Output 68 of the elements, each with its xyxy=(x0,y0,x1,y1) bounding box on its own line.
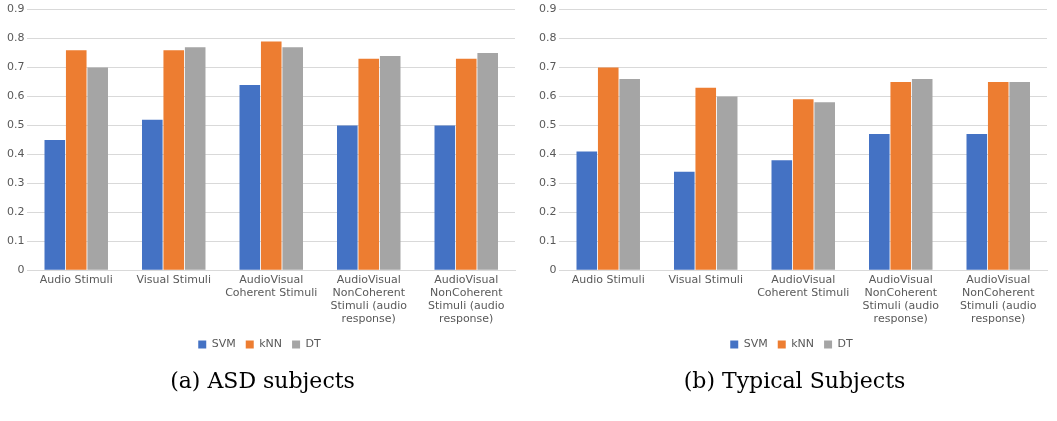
bar xyxy=(434,125,456,270)
y-tick-label: 0.7 xyxy=(6,60,25,74)
y-tick-label: 0.5 xyxy=(6,118,25,132)
bar xyxy=(260,41,282,270)
bar xyxy=(282,47,303,270)
y-tick-label: 0.1 xyxy=(6,234,25,248)
text: (b) Typical Subjects xyxy=(682,368,907,393)
bar xyxy=(966,134,988,270)
y-tick-label: 0 xyxy=(549,263,557,277)
x-tick-label: Audio Stimuli xyxy=(571,272,645,286)
bar xyxy=(477,53,498,270)
x-tick-label: Visual Stimuli xyxy=(668,272,743,286)
y-tick-label: 0.9 xyxy=(538,2,557,16)
bar xyxy=(869,134,890,270)
bar xyxy=(890,81,912,270)
bar xyxy=(455,58,477,270)
bar xyxy=(911,79,933,270)
y-tick-label: 0.8 xyxy=(538,31,557,45)
legend-label: SVM xyxy=(743,337,768,351)
bar xyxy=(1009,81,1030,270)
y-tick-label: 0.4 xyxy=(6,147,25,161)
bar xyxy=(814,102,835,270)
y-tick-label: 0.6 xyxy=(6,89,25,103)
x-tick-label: AudioVisual NonCoherent Stimuli (audio response) xyxy=(330,272,408,326)
bar xyxy=(44,139,66,270)
bar xyxy=(674,171,695,270)
legend-label: DT xyxy=(305,337,322,351)
x-tick-label: AudioVisual NonCoherent Stimuli (audio response) xyxy=(428,272,505,326)
legend-label: SVM xyxy=(211,337,236,351)
y-tick-label: 0.6 xyxy=(538,89,557,103)
x-tick-label: AudioVisual NonCoherent Stimuli (audio response) xyxy=(960,272,1037,326)
bar xyxy=(65,50,87,270)
bar xyxy=(337,125,358,270)
bar xyxy=(695,87,717,270)
y-tick-label: 0.3 xyxy=(6,176,25,190)
x-tick-label: AudioVisual NonCoherent Stimuli (audio response) xyxy=(862,272,940,326)
y-tick-label: 0.5 xyxy=(538,118,557,132)
bar xyxy=(987,81,1009,270)
x-tick-label: AudioVisual Coherent Stimuli xyxy=(757,272,850,299)
y-tick-label: 0.1 xyxy=(538,234,557,248)
y-tick-label: 0.4 xyxy=(538,147,557,161)
legend-label: DT xyxy=(837,337,854,351)
bar xyxy=(619,79,640,270)
y-tick-label: 0.2 xyxy=(6,205,25,219)
bar xyxy=(771,160,793,270)
bar xyxy=(792,99,814,270)
y-tick-label: 0.2 xyxy=(538,205,557,219)
bar xyxy=(576,151,598,270)
legend-label: kNN xyxy=(259,337,283,351)
bar xyxy=(358,58,380,270)
x-tick-label: AudioVisual Coherent Stimuli xyxy=(225,272,318,299)
bar xyxy=(163,50,185,270)
y-tick-label: 0.9 xyxy=(6,2,25,16)
bar xyxy=(87,67,108,270)
x-tick-label: Audio Stimuli xyxy=(39,272,113,286)
bar xyxy=(379,55,401,270)
legend-label: kNN xyxy=(791,337,815,351)
x-tick-label: Visual Stimuli xyxy=(136,272,211,286)
bar xyxy=(239,84,261,270)
bar xyxy=(716,96,738,270)
bar xyxy=(142,119,163,270)
bar xyxy=(597,67,619,270)
bar xyxy=(184,47,206,270)
y-tick-label: 0.3 xyxy=(538,176,557,190)
text: (a) ASD subjects xyxy=(169,368,356,393)
y-tick-label: 0.8 xyxy=(6,31,25,45)
y-tick-label: 0 xyxy=(17,263,25,277)
y-tick-label: 0.7 xyxy=(538,60,557,74)
